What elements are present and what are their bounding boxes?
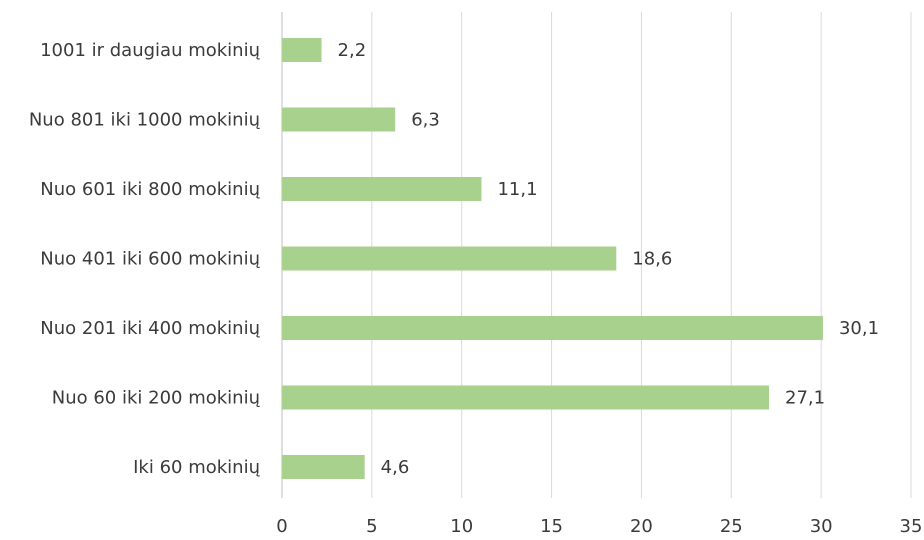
x-tick-label: 10 <box>450 516 473 537</box>
x-tick-label: 30 <box>810 516 833 537</box>
data-label: 4,6 <box>381 457 410 478</box>
data-labels: 2,2 6,3 11,1 18,6 30,1 27,1 4,6 <box>338 40 879 478</box>
bar <box>282 385 770 410</box>
category-labels: 1001 ir daugiau mokinių Nuo 801 iki 1000 … <box>29 40 261 478</box>
x-tick-label: 35 <box>900 516 923 537</box>
bar <box>282 177 482 201</box>
data-label: 2,2 <box>338 40 367 61</box>
x-tick-label: 15 <box>540 516 563 537</box>
bar <box>282 38 322 62</box>
category-label: Nuo 601 iki 800 mokinių <box>40 179 260 200</box>
data-label: 18,6 <box>632 249 672 270</box>
x-tick-label: 25 <box>720 516 743 537</box>
x-tick-label: 0 <box>276 516 287 537</box>
x-tick-label: 5 <box>366 516 377 537</box>
category-label: Iki 60 mokinių <box>133 457 260 478</box>
bar <box>282 107 396 132</box>
category-label: 1001 ir daugiau mokinių <box>40 40 260 61</box>
data-label: 27,1 <box>785 388 825 409</box>
bar <box>282 246 617 271</box>
x-tick-labels: 0 5 10 15 20 25 30 35 <box>276 516 922 537</box>
data-label: 11,1 <box>497 179 537 200</box>
category-label: Nuo 60 iki 200 mokinių <box>52 388 261 409</box>
bar <box>282 316 823 340</box>
data-label: 6,3 <box>411 110 440 131</box>
category-label: Nuo 401 iki 600 mokinių <box>40 249 260 270</box>
category-label: Nuo 201 iki 400 mokinių <box>40 318 260 339</box>
data-label: 30,1 <box>839 318 879 339</box>
bar <box>282 455 365 479</box>
bars <box>282 38 823 479</box>
x-tick-label: 20 <box>630 516 653 537</box>
category-label: Nuo 801 iki 1000 mokinių <box>29 110 261 131</box>
